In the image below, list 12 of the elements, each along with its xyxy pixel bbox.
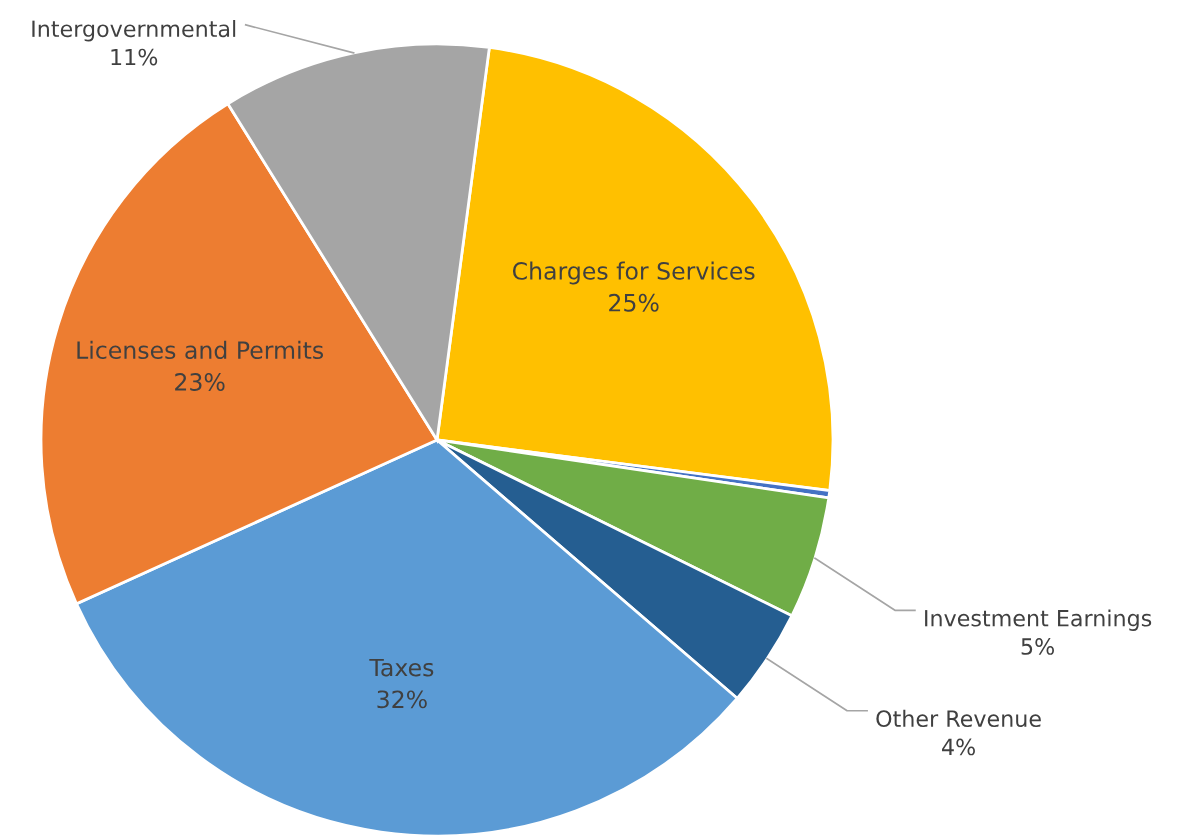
data-label: 11% xyxy=(111,48,158,66)
data-label: 23% xyxy=(175,373,225,391)
data-label: 32% xyxy=(377,690,427,709)
slice-label: Investment Earnings xyxy=(925,609,1152,631)
slice-label: Other Revenue xyxy=(876,709,1041,728)
data-label: 25% xyxy=(609,293,659,312)
slice-label: Licenses and Permits xyxy=(77,340,324,360)
data-label: 5% xyxy=(1021,638,1054,655)
slice-label: Taxes xyxy=(369,658,434,677)
slice-label: Intergovernmental xyxy=(32,19,236,42)
slice-label: Charges for Services xyxy=(512,261,755,285)
data-label: 4% xyxy=(942,738,975,756)
